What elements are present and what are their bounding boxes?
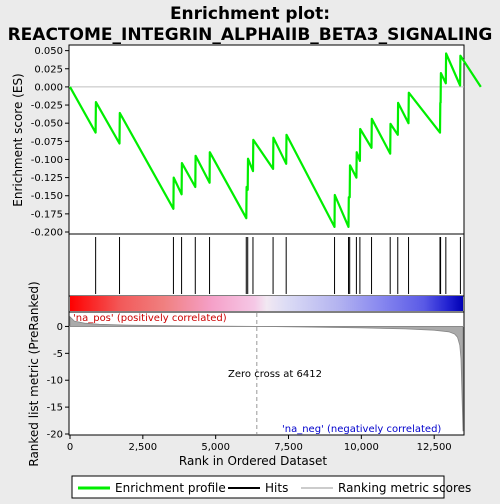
- es-y-tick-label: -0.175: [31, 209, 63, 220]
- ranking-metric-series: [69, 315, 464, 432]
- metric-y-tick-label: -5: [53, 349, 63, 360]
- metric-y-tick-label: -20: [47, 430, 63, 441]
- enrichment-profile-series: [69, 52, 482, 228]
- es-y-tick-label: -0.075: [31, 137, 63, 148]
- hits-marks: [95, 237, 461, 294]
- pos-correlated-label: 'na_pos' (positively correlated): [73, 313, 227, 324]
- ranked-list-color-bar: [70, 296, 463, 311]
- es-y-tick-label: -0.125: [31, 173, 63, 184]
- hits-panel: [68, 233, 465, 297]
- x-tick-label: 2,500: [129, 442, 158, 453]
- es-y-tick-label: 0.025: [34, 64, 63, 75]
- x-tick-label: 12,500: [417, 442, 452, 453]
- metric-y-tick-label: -10: [47, 376, 63, 387]
- x-axis: 0 2,500 5,000 7,500 10,000 12,500: [67, 435, 452, 453]
- es-y-tick-label: -0.025: [31, 101, 63, 112]
- legend-metric-label: Ranking metric scores: [338, 481, 471, 495]
- plot-title-line2: REACTOME_INTEGRIN_ALPHAIIB_BETA3_SIGNALI…: [8, 25, 493, 45]
- neg-correlated-label: 'na_neg' (negatively correlated): [282, 424, 441, 435]
- plot-title-line1: Enrichment plot:: [170, 4, 330, 24]
- es-y-tick-label: 0.050: [34, 46, 63, 57]
- x-axis-label: Rank in Ordered Dataset: [179, 454, 327, 468]
- ranking-metric-area: [69, 315, 464, 432]
- x-tick-label: 5,000: [201, 442, 230, 453]
- es-axis: 0.050 0.025 0.000 -0.025 -0.050 -0.075 -0.100 -…: [31, 46, 69, 239]
- es-y-axis-label: Enrichment score (ES): [11, 73, 25, 206]
- enrichment-profile-line: [69, 52, 482, 228]
- x-tick-label: 7,500: [274, 442, 303, 453]
- es-y-tick-label: 0.000: [34, 82, 63, 93]
- metric-y-tick-label: 0: [57, 322, 63, 333]
- metric-panel: [68, 311, 465, 436]
- es-panel: [68, 44, 465, 235]
- legend-profile-label: Enrichment profile: [115, 481, 226, 495]
- es-y-tick-label: -0.200: [31, 228, 63, 239]
- es-y-tick-label: -0.050: [31, 119, 63, 130]
- es-y-tick-label: -0.150: [31, 191, 63, 202]
- es-y-tick-label: -0.100: [31, 155, 63, 166]
- metric-y-axis-label: Ranked list metric (PreRanked): [27, 281, 41, 466]
- metric-y-tick-label: -15: [47, 403, 63, 414]
- zero-cross-label: Zero cross at 6412: [228, 369, 322, 380]
- metric-axis: 0 -5 -10 -15 -20: [47, 313, 258, 441]
- x-tick-label: 0: [67, 442, 73, 453]
- legend-hits-label: Hits: [265, 481, 288, 495]
- x-tick-label: 10,000: [344, 442, 379, 453]
